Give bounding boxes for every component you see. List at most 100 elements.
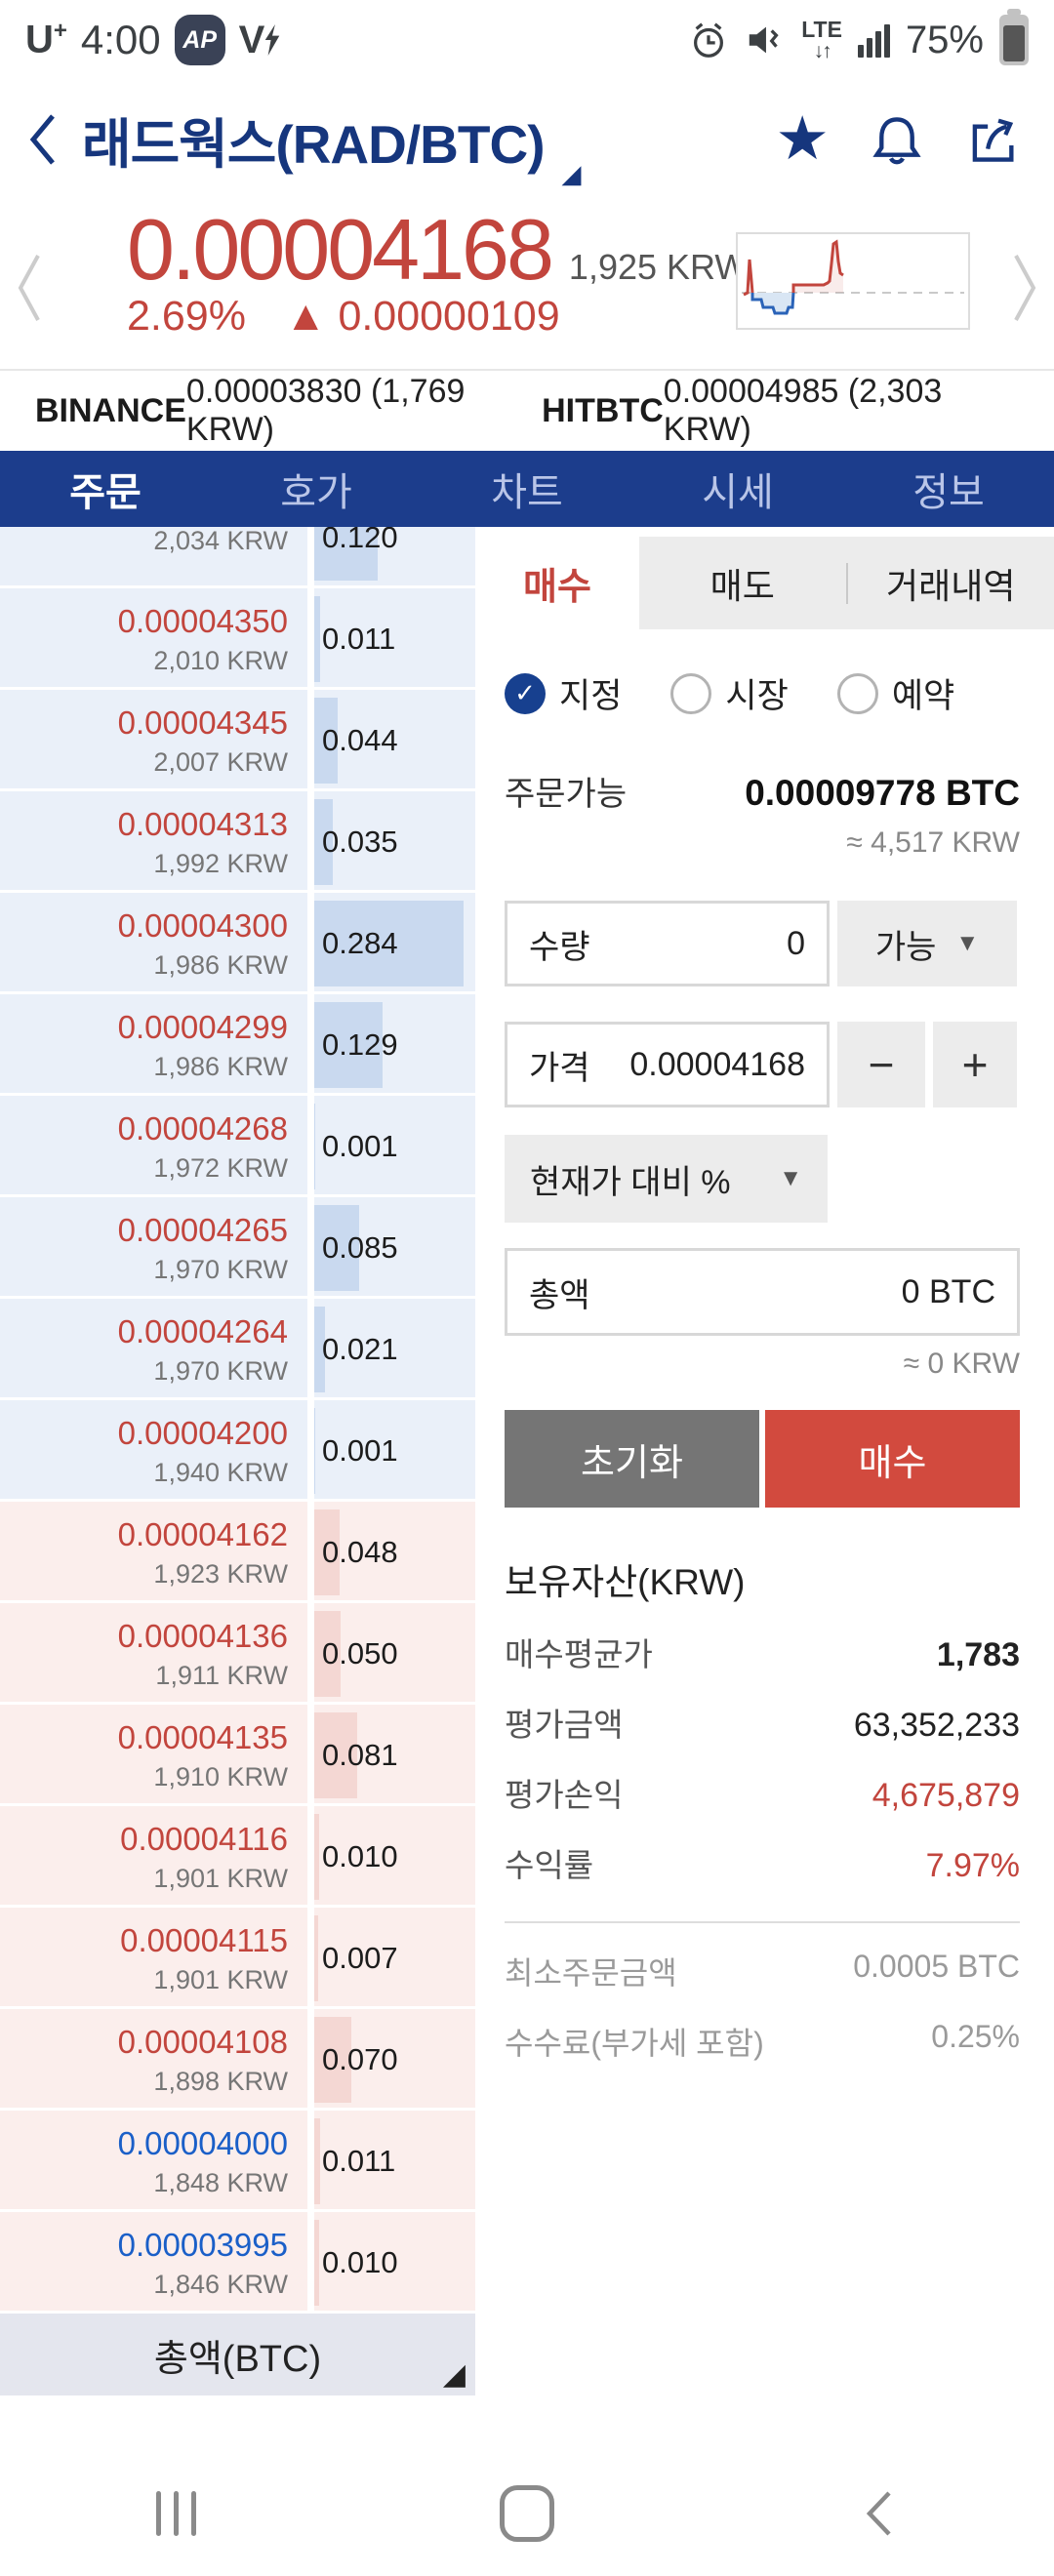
price-minus-button[interactable]: − <box>837 1022 925 1107</box>
quantity-input[interactable]: 수량 0 <box>505 901 830 986</box>
price-input[interactable]: 가격 0.00004168 <box>505 1022 830 1107</box>
holdings-label: 평가금액 <box>505 1707 624 1743</box>
order-price: 0.00004200 <box>117 1414 288 1451</box>
depth-bar <box>314 1104 315 1189</box>
orderbook-footer-label: 총액(BTC) <box>153 2338 322 2380</box>
order-price: 0.00004000 <box>117 2124 288 2161</box>
orderbook-row[interactable]: 0.00004162 1,923 KRW 0.048 <box>0 1502 475 1603</box>
back-icon[interactable] <box>25 111 61 168</box>
status-left: U+ 4:00 AP V <box>25 15 280 65</box>
depth-bar <box>314 1205 359 1291</box>
tab-chart[interactable]: 차트 <box>491 471 563 514</box>
battery-percent: 75% <box>905 18 984 61</box>
home-button[interactable] <box>351 2451 703 2576</box>
recents-button[interactable] <box>0 2451 351 2576</box>
quantity-label: 수량 <box>529 928 590 966</box>
orderbook-row[interactable]: 0.00004350 2,010 KRW 0.011 <box>0 588 475 690</box>
radio-limit[interactable]: ✓ 지정 <box>505 668 622 718</box>
order-price: 0.00004265 <box>117 1211 288 1248</box>
order-price-krw: 1,970 KRW <box>153 1254 288 1284</box>
buy-button[interactable]: 매수 <box>765 1410 1020 1508</box>
order-quantity: 0.120 <box>322 527 398 554</box>
orderbook-row[interactable]: 0.00004299 1,986 KRW 0.129 <box>0 994 475 1096</box>
orderbook-row[interactable]: 0.00004135 1,910 KRW 0.081 <box>0 1705 475 1806</box>
fee-value: 0.25% <box>931 2019 1020 2054</box>
prev-pair-icon[interactable] <box>16 252 43 324</box>
orderbook-row[interactable]: 0.00004345 2,007 KRW 0.044 <box>0 690 475 791</box>
tab-buy[interactable]: 매수 <box>475 537 639 629</box>
next-pair-icon[interactable] <box>1011 252 1038 324</box>
nav-back-button[interactable] <box>703 2451 1054 2576</box>
radio-reserve[interactable]: 예약 <box>836 668 955 718</box>
orderbook-row[interactable]: 0.00004265 1,970 KRW 0.085 <box>0 1197 475 1299</box>
tab-market[interactable]: 시세 <box>702 471 774 514</box>
orderbook-row[interactable]: 0.00004136 1,911 KRW 0.050 <box>0 1603 475 1705</box>
order-price-krw: 2,034 KRW <box>153 527 288 555</box>
price-plus-button[interactable]: + <box>933 1022 1017 1107</box>
order-price-krw: 1,846 KRW <box>153 2269 288 2299</box>
orderbook-row[interactable]: 2,034 KRW 0.120 <box>0 527 475 588</box>
order-type-radios: ✓ 지정 시장 예약 <box>505 668 1020 718</box>
quantity-unit-dropdown[interactable]: 가능 ▼ <box>837 901 1017 986</box>
order-quantity: 0.010 <box>322 1839 398 1873</box>
exchange-name: BINANCE <box>35 391 186 429</box>
order-quantity: 0.070 <box>322 2042 398 2076</box>
orderbook-row[interactable]: 0.00004264 1,970 KRW 0.021 <box>0 1299 475 1400</box>
orderbook-row[interactable]: 0.00003995 1,846 KRW 0.010 <box>0 2212 475 2314</box>
tab-quotes[interactable]: 호가 <box>280 471 352 514</box>
holdings-value: 7.97% <box>925 1847 1020 1884</box>
available-label: 주문가능 <box>505 776 628 813</box>
tab-history[interactable]: 거래내역 <box>886 565 1016 606</box>
exchange-name: HITBTC <box>542 391 664 429</box>
order-price-krw: 1,992 KRW <box>153 848 288 878</box>
status-time: 4:00 <box>80 17 161 62</box>
depth-bar <box>314 901 464 986</box>
android-nav-bar <box>0 2451 1054 2576</box>
lte-icon: LTE ↓↑ <box>801 17 842 62</box>
favorite-star-icon[interactable]: ★ <box>775 105 830 173</box>
title-dropdown-caret-icon[interactable]: ◢ <box>561 159 582 188</box>
orderbook-footer-dropdown[interactable]: 총액(BTC) ◢ <box>0 2314 475 2395</box>
total-input[interactable]: 총액 0 BTC <box>505 1248 1020 1336</box>
tab-order[interactable]: 주문 <box>69 471 142 514</box>
order-quantity: 0.129 <box>322 1027 398 1062</box>
orderbook-row[interactable]: 0.00004000 1,848 KRW 0.011 <box>0 2111 475 2212</box>
chevron-down-icon: ▼ <box>779 1165 802 1191</box>
orderbook-row[interactable]: 0.00004200 1,940 KRW 0.001 <box>0 1400 475 1502</box>
tab-sell[interactable]: 매도 <box>709 565 775 606</box>
orderbook-row[interactable]: 0.00004115 1,901 KRW 0.007 <box>0 1908 475 2009</box>
reset-button[interactable]: 초기화 <box>505 1410 759 1508</box>
order-price-krw: 1,901 KRW <box>153 1964 288 1994</box>
price-adjust-dropdown[interactable]: 현재가 대비 % ▼ <box>505 1135 828 1223</box>
radio-checked-icon: ✓ <box>505 672 546 714</box>
depth-bar <box>314 1915 318 2001</box>
orderbook-row[interactable]: 0.00004268 1,972 KRW 0.001 <box>0 1096 475 1197</box>
tab-info[interactable]: 정보 <box>912 471 985 514</box>
header-icons: ★ <box>775 109 1021 170</box>
exchange-price: 0.00003830 (1,769 KRW) <box>185 373 466 448</box>
price-section: 0.00004168 1,925 KRW 2.69% ▲ 0.00000109 <box>0 205 1054 371</box>
orderbook-row[interactable]: 0.00004108 1,898 KRW 0.070 <box>0 2009 475 2111</box>
order-price-krw: 2,010 KRW <box>153 645 288 675</box>
bell-icon[interactable] <box>869 111 925 168</box>
nav-back-icon <box>866 2491 891 2536</box>
orderbook-row[interactable]: 0.00004116 1,901 KRW 0.010 <box>0 1806 475 1908</box>
corner-caret-icon: ◢ <box>442 2358 466 2391</box>
status-right: LTE ↓↑ 75% <box>688 9 1029 65</box>
depth-bar <box>314 1307 325 1392</box>
price-block: 0.00004168 1,925 KRW 2.69% ▲ 0.00000109 <box>127 207 748 341</box>
page-title[interactable]: 래드웍스(RAD/BTC) <box>82 114 546 175</box>
orderbook-row[interactable]: 0.00004313 1,992 KRW 0.035 <box>0 791 475 893</box>
change-value: ▲ 0.00000109 <box>284 293 560 340</box>
share-icon[interactable] <box>964 111 1021 168</box>
order-price: 0.00004116 <box>120 1820 288 1857</box>
available-approx-krw: ≈ 4,517 KRW <box>846 826 1020 859</box>
chevron-down-icon: ▼ <box>955 930 980 956</box>
app-badge-icon: AP <box>174 15 225 65</box>
radio-label: 예약 <box>891 677 955 715</box>
fee-label: 최소주문금액 <box>505 1955 677 1991</box>
orderbook-row[interactable]: 0.00004300 1,986 KRW 0.284 <box>0 893 475 994</box>
order-price: 0.00004115 <box>120 1921 288 1958</box>
holdings-label: 매수평균가 <box>505 1636 653 1672</box>
radio-market[interactable]: 시장 <box>670 668 789 718</box>
